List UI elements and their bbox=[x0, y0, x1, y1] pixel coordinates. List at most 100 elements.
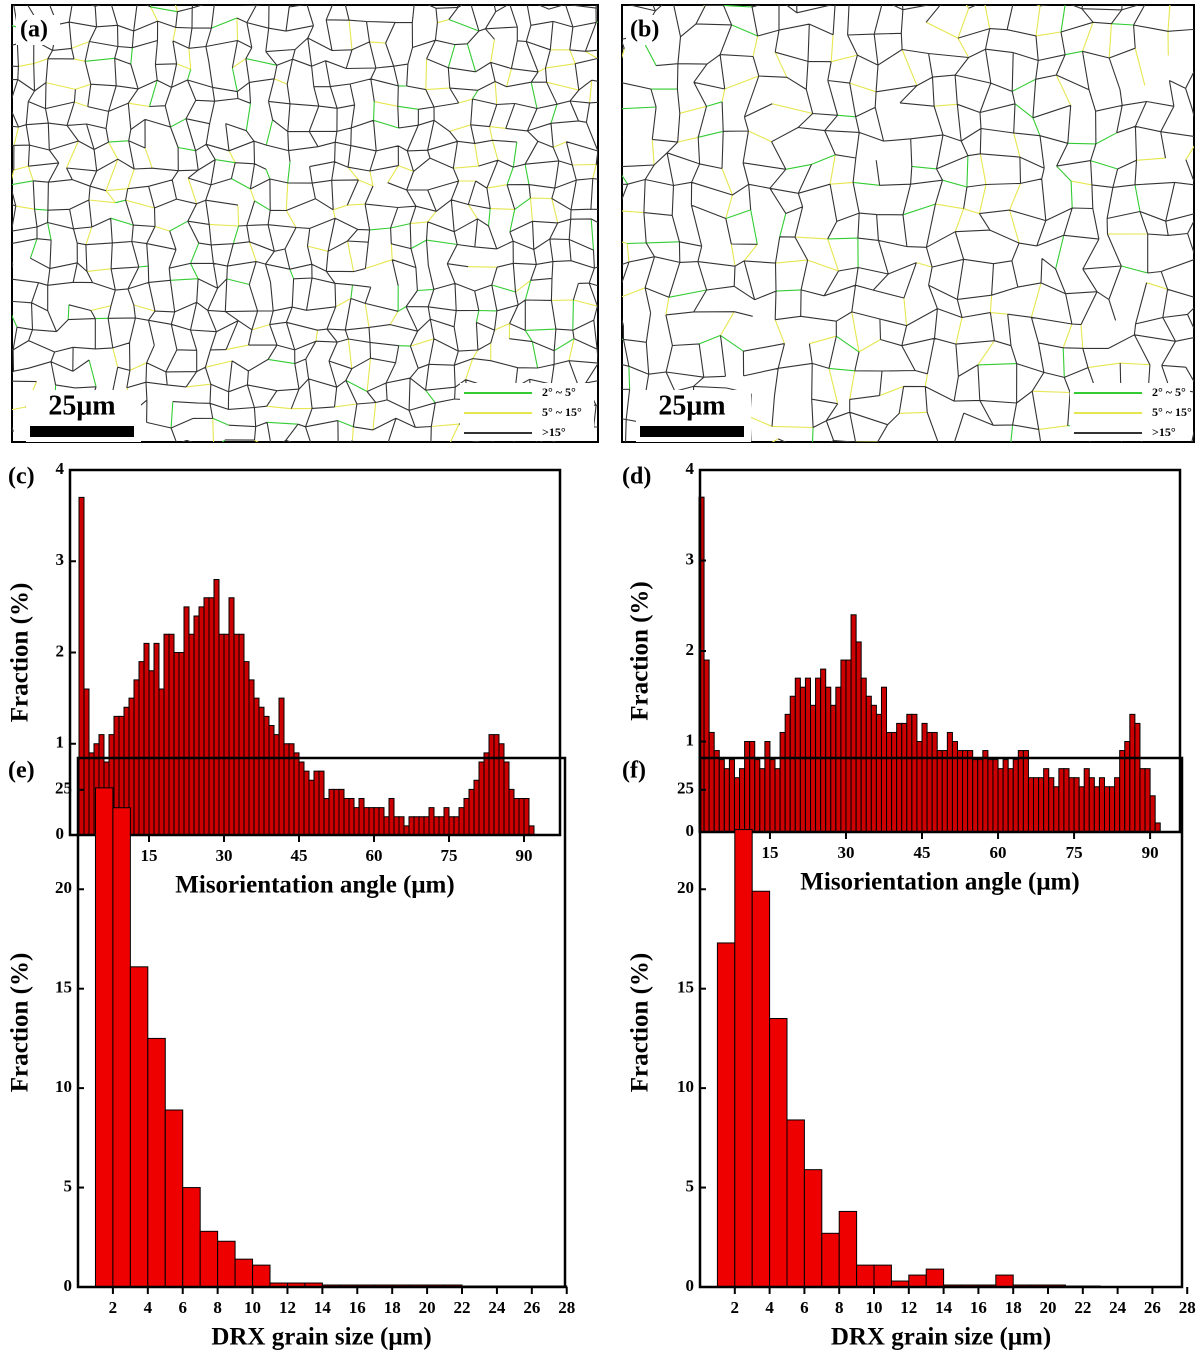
bar bbox=[992, 759, 999, 833]
x-tick-label: 26 bbox=[523, 1298, 540, 1317]
bar bbox=[1119, 750, 1126, 833]
bar bbox=[112, 807, 131, 1288]
bar bbox=[252, 1264, 271, 1288]
bar bbox=[911, 713, 918, 833]
x-tick-label: 75 bbox=[441, 846, 458, 865]
bar bbox=[278, 697, 285, 836]
bar bbox=[233, 633, 240, 836]
bar bbox=[708, 731, 715, 833]
bar bbox=[78, 496, 85, 836]
x-tick-label: 6 bbox=[800, 1298, 809, 1317]
bar bbox=[188, 633, 195, 836]
bar bbox=[308, 779, 315, 836]
bar bbox=[318, 770, 325, 836]
x-tick-label: 45 bbox=[914, 843, 931, 862]
y-tick-label: 3 bbox=[56, 550, 65, 569]
x-tick-label: 45 bbox=[291, 846, 308, 865]
bar bbox=[438, 816, 445, 836]
x-tick-label: 10 bbox=[866, 1298, 883, 1317]
bar bbox=[1129, 713, 1136, 833]
bar bbox=[784, 713, 791, 833]
bar bbox=[518, 798, 525, 836]
panel-label: (d) bbox=[622, 464, 651, 490]
bar bbox=[1002, 759, 1009, 833]
bar bbox=[1048, 777, 1055, 833]
bar bbox=[1098, 777, 1105, 833]
bar bbox=[373, 807, 380, 836]
bar bbox=[799, 686, 806, 833]
panel-label: (c) bbox=[8, 464, 35, 490]
bar bbox=[333, 788, 340, 836]
bar bbox=[870, 704, 877, 833]
x-axis-label: DRX grain size (μm) bbox=[211, 1324, 431, 1351]
y-tick-label: 0 bbox=[56, 824, 65, 843]
bar bbox=[804, 677, 811, 833]
bar bbox=[815, 677, 822, 833]
bar bbox=[921, 722, 928, 833]
bar bbox=[956, 750, 964, 833]
bar bbox=[163, 633, 170, 836]
x-tick-label: 26 bbox=[1144, 1298, 1161, 1317]
bar bbox=[1124, 741, 1131, 833]
bar bbox=[413, 816, 420, 836]
scale-bar-label: 25μm bbox=[658, 390, 725, 421]
x-tick-label: 2 bbox=[109, 1298, 118, 1317]
bar bbox=[273, 734, 280, 836]
y-axis-label: Fraction (%) bbox=[627, 953, 654, 1093]
x-tick-label: 22 bbox=[1074, 1298, 1091, 1317]
bar bbox=[734, 829, 753, 1288]
bar bbox=[926, 731, 933, 833]
bar bbox=[423, 816, 430, 836]
scale-bar bbox=[30, 426, 134, 437]
bar bbox=[368, 807, 375, 836]
bar bbox=[723, 768, 730, 833]
label-bg bbox=[16, 15, 60, 45]
bar bbox=[158, 688, 165, 836]
bar bbox=[845, 659, 852, 833]
bar bbox=[946, 731, 953, 833]
bar bbox=[393, 816, 400, 836]
bar bbox=[1038, 777, 1045, 833]
y-tick-label: 2 bbox=[56, 641, 65, 660]
bar bbox=[830, 704, 837, 833]
x-tick-label: 22 bbox=[454, 1298, 471, 1317]
y-tick-label: 2 bbox=[686, 640, 695, 659]
bar bbox=[138, 661, 145, 836]
bar bbox=[962, 750, 969, 833]
y-tick-label: 20 bbox=[677, 878, 694, 897]
bar bbox=[198, 606, 205, 836]
bar bbox=[1144, 768, 1151, 833]
y-tick-label: 15 bbox=[55, 978, 72, 997]
bar bbox=[448, 816, 455, 836]
y-tick-label: 4 bbox=[56, 459, 65, 478]
bar bbox=[1058, 768, 1065, 833]
bar bbox=[880, 686, 888, 833]
legend-label: 2° ~ 5° bbox=[542, 385, 576, 399]
bar bbox=[925, 1268, 945, 1288]
bar bbox=[967, 750, 974, 833]
x-tick-label: 28 bbox=[558, 1298, 575, 1317]
bar bbox=[1068, 777, 1075, 833]
bar bbox=[764, 741, 771, 833]
bar bbox=[718, 759, 725, 833]
bar bbox=[353, 807, 360, 836]
bar bbox=[931, 731, 938, 833]
x-tick-label: 18 bbox=[384, 1298, 401, 1317]
bar bbox=[208, 597, 215, 836]
bar bbox=[428, 807, 435, 836]
y-tick-label: 3 bbox=[686, 549, 695, 568]
panel-label: (e) bbox=[8, 758, 35, 784]
bar bbox=[803, 1169, 823, 1288]
x-tick-label: 30 bbox=[837, 843, 854, 862]
bar bbox=[168, 633, 175, 836]
scale-bar-label: 25μm bbox=[48, 390, 115, 421]
bar bbox=[313, 770, 320, 836]
bar bbox=[1012, 759, 1019, 833]
bar bbox=[916, 741, 923, 833]
map-frame bbox=[621, 4, 1195, 443]
bar bbox=[896, 722, 903, 833]
bar bbox=[218, 633, 225, 836]
y-tick-label: 15 bbox=[677, 978, 694, 997]
bar bbox=[941, 750, 948, 833]
